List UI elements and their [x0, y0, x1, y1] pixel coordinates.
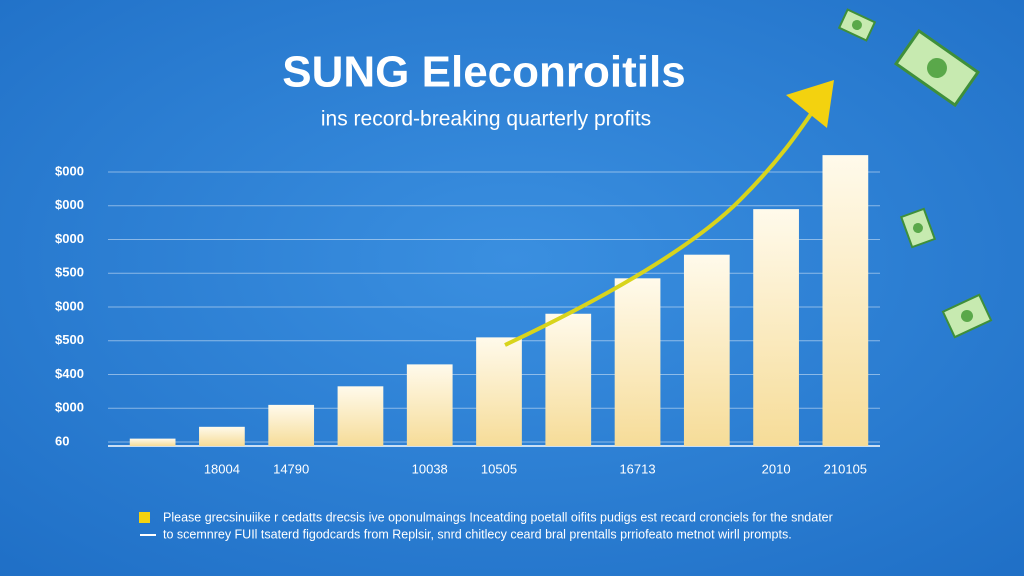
y-tick-label: $000: [55, 163, 84, 178]
chart-title: SUNG Eleconroitils: [282, 48, 685, 97]
x-tick-label: 16713: [619, 461, 655, 476]
y-tick-label: $500: [55, 332, 84, 347]
x-tick-label: 18004: [204, 461, 240, 476]
note-marker: [139, 512, 150, 523]
bar: [545, 313, 592, 446]
bar: [614, 278, 661, 446]
x-tick-label: 2010: [762, 461, 791, 476]
bar: [753, 209, 799, 446]
bar: [406, 364, 453, 446]
y-tick-label: 60: [55, 433, 69, 448]
money-icons: [837, 8, 993, 339]
bar: [476, 337, 522, 446]
y-tick-label: $000: [55, 400, 84, 415]
trend-arrow: [504, 106, 817, 347]
y-tick-label: $500: [55, 265, 84, 280]
y-tick-label: $400: [55, 366, 84, 381]
y-tick-label: $000: [55, 197, 84, 212]
note: Please grecsinuiike r cedatts drecsis iv…: [163, 510, 833, 524]
y-tick-label: $000: [55, 298, 84, 313]
bar: [822, 155, 869, 446]
note: to scemnrey FUIl tsaterd figodcards from…: [163, 527, 792, 541]
x-tick-label: 10038: [412, 461, 448, 476]
bar: [337, 386, 384, 446]
bar: [268, 404, 315, 446]
x-tick-label: 210105: [824, 461, 867, 476]
x-tick-label: 10505: [481, 461, 517, 476]
arrow-head: [786, 80, 834, 128]
plot-area: 60 $000 $400 $500 $000 $500 $000 $000 $000 18004 1…: [55, 155, 880, 476]
chart-subtitle: ins record-breaking quarterly profits: [321, 108, 651, 131]
bar: [683, 254, 730, 446]
x-tick-label: 14790: [273, 461, 309, 476]
bar: [199, 426, 245, 446]
y-tick-label: $000: [55, 231, 84, 246]
bar: [129, 438, 176, 446]
